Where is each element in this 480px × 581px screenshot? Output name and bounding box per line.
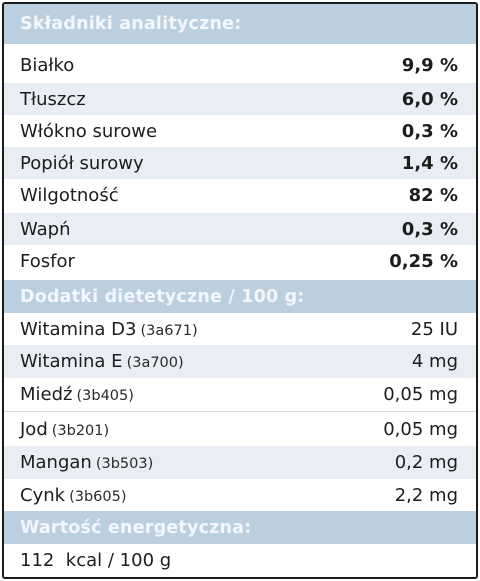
energy-row: 112 kcal / 100 g: [4, 544, 476, 577]
additive-code: (3b405): [76, 387, 134, 404]
additive-code: (3b503): [95, 456, 154, 472]
table-row: Białko 9,9 %: [4, 49, 476, 81]
row-value: 0,3 %: [401, 120, 458, 142]
row-label: Fosfor: [20, 250, 75, 272]
table-row: Włókno surowe 0,3 %: [4, 115, 476, 147]
nutrient-name: Jod: [20, 419, 48, 440]
nutrient-name: Cynk: [20, 484, 66, 506]
row-label: Witamina E (3a700): [20, 351, 184, 372]
row-value: 0,3 %: [401, 218, 458, 240]
nutrient-name: Mangan: [20, 452, 92, 473]
nutrient-name: Witamina D3: [20, 318, 137, 340]
table-row: Tłuszcz 6,0 %: [4, 83, 476, 115]
section-title: Dodatki dietetyczne / 100 g:: [20, 286, 305, 307]
row-value: 6,0 %: [401, 88, 458, 110]
row-label: Jod (3b201): [20, 419, 109, 440]
section-title: Wartość energetyczna:: [20, 517, 252, 538]
row-label: Witamina D3 (3a671): [20, 319, 198, 340]
row-label: Białko: [20, 54, 75, 76]
table-row: Wapń 0,3 %: [4, 213, 476, 245]
additive-code: (3a700): [126, 355, 184, 371]
section-header-additives: Dodatki dietetyczne / 100 g:: [4, 280, 476, 313]
section-title: Składniki analityczne:: [20, 14, 242, 34]
row-label: Wapń: [20, 218, 71, 240]
table-row: Witamina D3 (3a671) 25 IU: [4, 313, 476, 345]
row-value: 0,25 %: [389, 250, 458, 272]
nutrient-name: Miedź: [20, 383, 73, 405]
row-value: 9,9 %: [401, 54, 458, 76]
row-value: 0,2 mg: [394, 452, 458, 473]
row-value: 1,4 %: [401, 152, 458, 174]
nutrient-name: Witamina E: [20, 351, 123, 372]
row-value: 0,05 mg: [383, 383, 458, 405]
row-label: Wilgotność: [20, 184, 119, 206]
row-value: 82 %: [408, 184, 458, 206]
additive-code: (3b201): [51, 423, 110, 439]
section-header-energy: Wartość energetyczna:: [4, 511, 476, 544]
row-label: Popiół surowy: [20, 152, 144, 174]
row-label: Tłuszcz: [20, 88, 86, 110]
table-row: Mangan (3b503) 0,2 mg: [4, 446, 476, 479]
row-label: Miedź (3b405): [20, 384, 134, 405]
row-value: 25 IU: [410, 318, 458, 340]
row-value: 0,05 mg: [383, 419, 458, 440]
row-divider: [4, 411, 476, 412]
table-row: Popiół surowy 1,4 %: [4, 147, 476, 179]
table-row: Miedź (3b405) 0,05 mg: [4, 378, 476, 410]
section-header-analytical: Składniki analityczne:: [4, 4, 476, 44]
table-row: Jod (3b201) 0,05 mg: [4, 413, 476, 446]
row-label: Cynk (3b605): [20, 485, 126, 506]
row-label: Włókno surowe: [20, 120, 158, 142]
energy-value: 112 kcal / 100 g: [20, 550, 172, 571]
row-label: Mangan (3b503): [20, 452, 153, 473]
additive-code: (3a671): [140, 322, 198, 339]
table-row: Witamina E (3a700) 4 mg: [4, 345, 476, 378]
table-row: Fosfor 0,25 %: [4, 245, 476, 277]
table-row: Cynk (3b605) 2,2 mg: [4, 479, 476, 511]
row-value: 4 mg: [411, 351, 458, 372]
table-row: Wilgotność 82 %: [4, 179, 476, 211]
additive-code: (3b605): [69, 488, 127, 505]
row-value: 2,2 mg: [394, 484, 458, 506]
